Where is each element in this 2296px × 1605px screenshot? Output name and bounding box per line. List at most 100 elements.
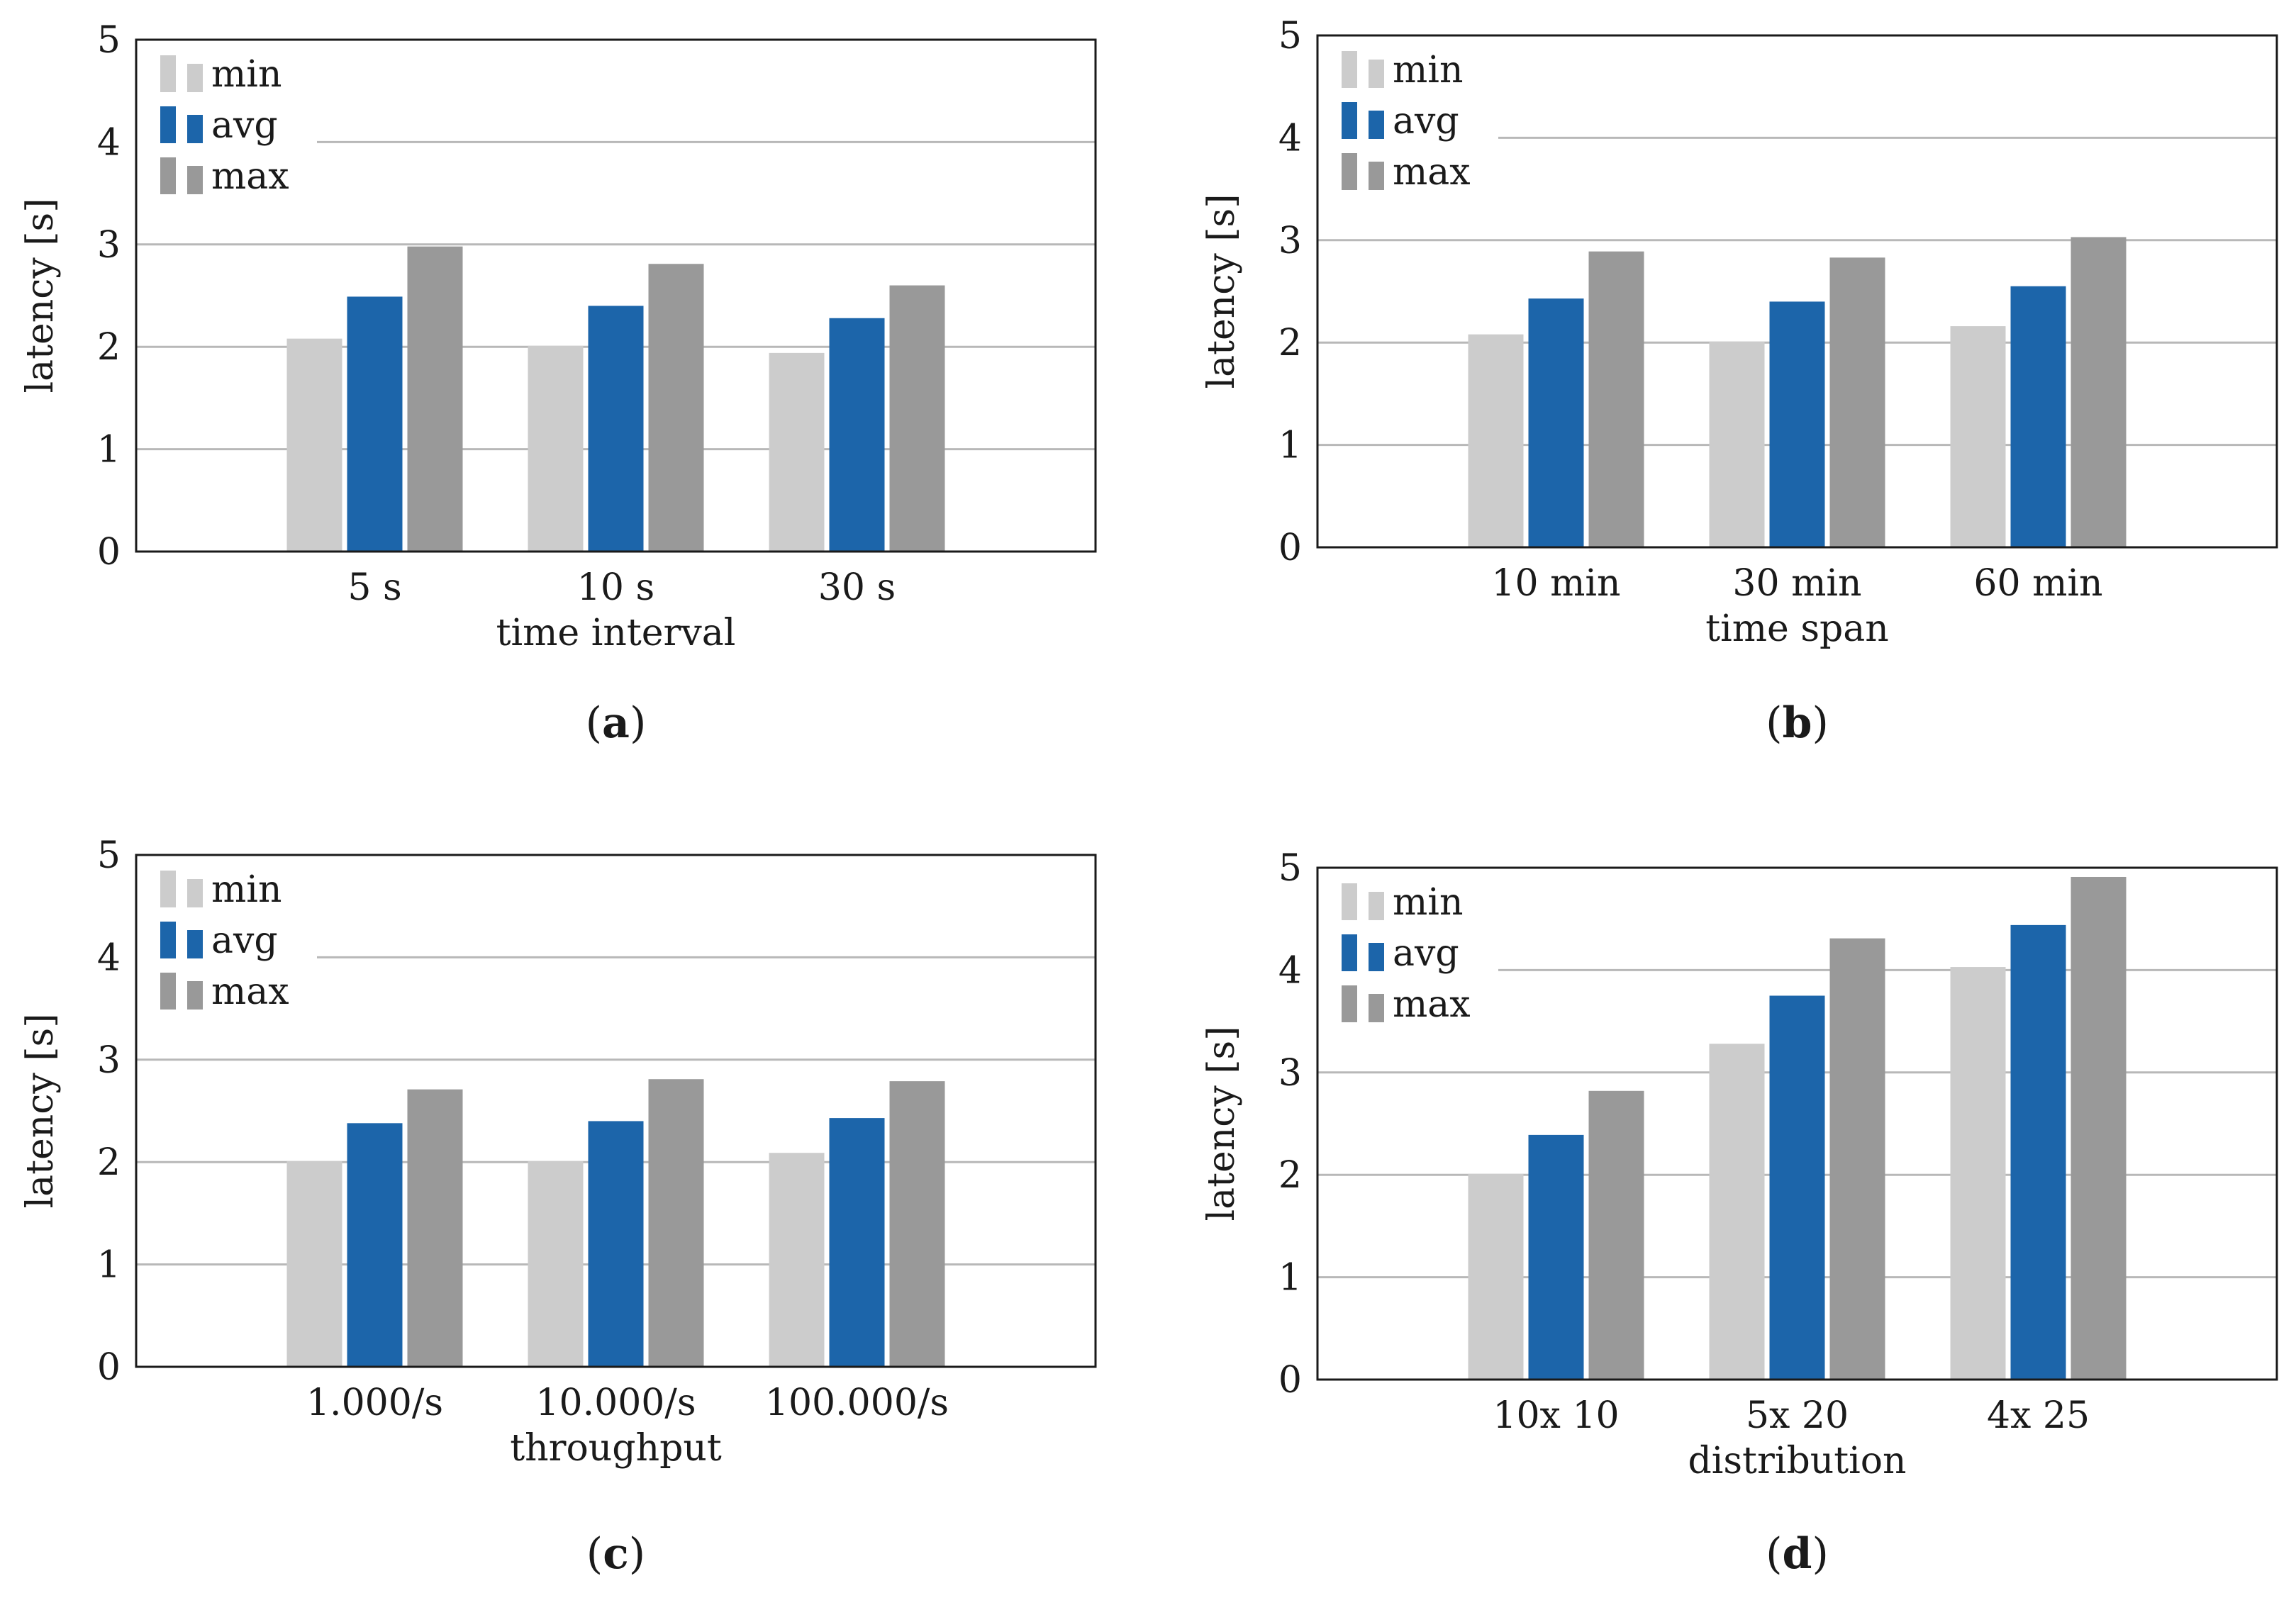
bar-avg-2 — [829, 1118, 885, 1367]
y-tick-label: 3 — [97, 1039, 121, 1082]
legend-swatch-max — [1342, 153, 1357, 190]
y-tick-label: 3 — [97, 224, 121, 267]
y-axis-label: latency [s] — [1200, 1026, 1243, 1221]
x-tick-label: 30 s — [818, 566, 896, 609]
y-tick-label: 4 — [1278, 117, 1302, 160]
legend-swatch-max — [1369, 162, 1384, 190]
x-tick-label: 30 min — [1732, 562, 1861, 605]
bar-max-1 — [1829, 257, 1885, 547]
y-tick-label: 5 — [97, 834, 121, 877]
chart-panel-a: 5 s 10 s 30 s 0 1 2 3 4 5 time interval latency [s… — [19, 19, 1097, 748]
panel-caption-letter: c — [603, 1529, 629, 1579]
y-tick-label: 2 — [1278, 1154, 1302, 1197]
x-tick-label: 5 s — [347, 566, 401, 609]
legend-swatch-min — [1369, 892, 1384, 920]
legend-swatch-max — [160, 973, 176, 1010]
legend-label-min: min — [1393, 49, 1463, 91]
x-tick-label: 1.000/s — [306, 1382, 443, 1424]
chart-panel-b: 10 min 30 min 60 min 0 1 2 3 4 5 time span latency… — [1200, 15, 2278, 748]
x-axis-label: time interval — [496, 612, 736, 654]
bar-min-1 — [528, 345, 584, 552]
legend-label-max: max — [1393, 983, 1471, 1026]
bar-avg-1 — [588, 1121, 644, 1367]
x-tick-label: 10 min — [1491, 562, 1620, 605]
bar-avg-1 — [588, 306, 644, 552]
legend-label-max: max — [211, 155, 289, 198]
legend-swatch-avg — [1342, 934, 1357, 971]
y-tick-label: 2 — [97, 326, 121, 369]
legend-swatch-max — [187, 981, 203, 1010]
y-tick-label: 0 — [97, 531, 121, 574]
legend-swatch-min — [187, 64, 203, 92]
panel-caption: (b) — [1766, 698, 1829, 748]
bar-max-2 — [2071, 237, 2127, 547]
bar-max-2 — [2071, 876, 2127, 1380]
plot-frame — [1316, 866, 2278, 1381]
panel-caption-letter: a — [602, 698, 630, 748]
y-tick-label: 4 — [97, 121, 121, 164]
bar-avg-1 — [1769, 995, 1825, 1380]
bar-max-1 — [648, 264, 704, 552]
bar-avg-0 — [347, 296, 403, 552]
x-tick-label: 10 s — [577, 566, 654, 609]
y-tick-label: 1 — [1278, 425, 1302, 467]
y-axis-label: latency [s] — [19, 1013, 62, 1208]
bar-min-0 — [286, 338, 342, 552]
bar-max-2 — [889, 1081, 945, 1367]
legend-swatch-avg — [160, 922, 176, 958]
panel-caption: (d) — [1766, 1529, 1829, 1579]
y-tick-label: 5 — [1278, 847, 1302, 890]
legend-swatch-max — [1369, 994, 1384, 1022]
legend-label-max: max — [1393, 151, 1471, 194]
bar-avg-2 — [2010, 924, 2066, 1380]
plot-frame — [1316, 34, 2278, 549]
legend-swatch-avg — [187, 115, 203, 143]
y-tick-label: 1 — [97, 429, 121, 471]
legend: min avg max — [1342, 49, 1471, 194]
bar-avg-2 — [2010, 286, 2066, 547]
panel-caption: (c) — [586, 1529, 645, 1579]
legend-label-min: min — [1393, 881, 1463, 924]
x-tick-label: 60 min — [1973, 562, 2102, 605]
legend-label-min: min — [211, 868, 282, 911]
legend-swatch-min — [187, 879, 203, 907]
x-tick-label: 100.000/s — [765, 1382, 949, 1424]
bar-avg-2 — [829, 318, 885, 552]
bar-max-2 — [889, 285, 945, 552]
y-tick-label: 3 — [1278, 220, 1302, 262]
bar-min-2 — [769, 352, 825, 552]
x-tick-label: 10x 10 — [1493, 1394, 1619, 1437]
legend-swatch-avg — [1342, 102, 1357, 139]
y-tick-label: 1 — [1278, 1257, 1302, 1299]
y-tick-label: 1 — [97, 1244, 121, 1287]
legend-label-min: min — [211, 53, 282, 96]
chart-panel-d: 10x 10 5x 20 4x 25 0 1 2 3 4 5 distribution latenc… — [1200, 847, 2278, 1579]
bar-max-1 — [1829, 938, 1885, 1380]
y-tick-label: 2 — [97, 1141, 121, 1184]
y-tick-label: 5 — [97, 19, 121, 62]
legend-label-avg: avg — [1393, 932, 1459, 975]
plot-frame — [135, 38, 1097, 553]
y-tick-label: 4 — [97, 936, 121, 979]
legend-swatch-max — [187, 166, 203, 194]
chart-panel-c: 1.000/s 10.000/s 100.000/s 0 1 2 3 4 5 throughput… — [19, 834, 1097, 1579]
legend-label-avg: avg — [1393, 100, 1459, 142]
x-tick-label: 5x 20 — [1746, 1394, 1849, 1437]
legend-swatch-max — [160, 157, 176, 194]
bar-min-2 — [1950, 326, 2006, 547]
bar-max-0 — [407, 246, 463, 552]
bar-min-1 — [528, 1161, 584, 1367]
bar-max-0 — [1588, 1090, 1644, 1380]
legend-swatch-max — [1342, 985, 1357, 1022]
legend-swatch-avg — [187, 930, 203, 958]
legend-swatch-avg — [1369, 943, 1384, 971]
legend: min avg max — [160, 868, 289, 1013]
x-tick-label: 10.000/s — [535, 1382, 696, 1424]
bar-max-0 — [1588, 251, 1644, 547]
plot-frame — [135, 854, 1097, 1368]
legend-label-avg: avg — [211, 104, 278, 147]
bar-min-2 — [769, 1153, 825, 1367]
bar-avg-0 — [347, 1123, 403, 1367]
x-axis-label: throughput — [510, 1427, 722, 1470]
